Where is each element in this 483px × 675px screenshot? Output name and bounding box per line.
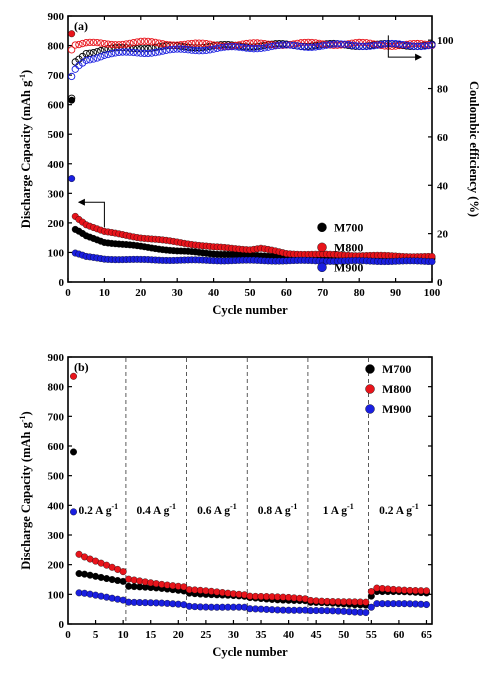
panel-1-point-M700-capacity [70,449,77,456]
panel-0-x-tick-label: 70 [317,287,329,299]
panel-0-y-tick-label: 100 [48,247,65,259]
panel-0-point-M900-efficiency [72,66,78,72]
panel-1-legend-label-M700: M700 [382,362,411,376]
panel-1-x-tick-label: 15 [145,629,157,641]
panel-0-y-tick-label: 300 [48,188,65,200]
panel-1-x-tick-label: 35 [256,629,268,641]
panel-0-series-M700-efficiency [68,40,435,101]
panel-0-y-tick-label: 800 [48,41,65,53]
panel-0-y-tick-label: 200 [48,218,65,230]
panel-1-x-tick-label: 5 [93,629,99,641]
panel-0-point-M900-efficiency [94,55,100,61]
panel-1-x-tick-label: 55 [366,629,378,641]
panel-1-rate-label: 0.6 A g-1 [197,502,237,517]
panel-1-x-tick-label: 25 [200,629,212,641]
panel-0-y-tick-label: 0 [59,277,65,289]
panel-0-x-tick-label: 10 [99,287,111,299]
panel-1-x-axis-title: Cycle number [212,645,288,659]
panel-0-y2-tick-label: 0 [437,277,443,289]
panel-1-rate-label: 0.2 A g-1 [379,502,419,517]
panel-0-point-M900-capacity [68,175,75,182]
panel-1-y-tick-label: 400 [48,500,65,512]
panel-0-y-axis-title: Discharge Capacity (mAh g-1) [18,70,33,228]
panel-0-legend-marker-M800 [318,243,327,252]
panel-1-x-tick-label: 60 [393,629,405,641]
panel-1-rate-label: 0.2 A g-1 [79,502,119,517]
panel-1-x-tick-label: 10 [118,629,130,641]
panel-0-panel-tag: (a) [74,19,88,33]
panel-1-point-M900-capacity [70,509,77,516]
panel-0-x-tick-label: 90 [390,287,402,299]
panel-1-y-tick-label: 0 [59,619,65,631]
panel-1-x-tick-label: 0 [65,629,71,641]
panel-1-y-tick-label: 200 [48,560,65,572]
panel-1-point-M800-capacity [120,568,127,575]
panel-0-point-M900-efficiency [68,73,74,79]
panel-0-y2-tick-label: 20 [437,229,449,241]
panel-0-x-tick-label: 80 [354,287,366,299]
panel-0-x-tick-label: 0 [65,287,71,299]
panel-0-x-tick-label: 60 [281,287,293,299]
panel-0-legend: M700 M800 M900 [318,220,364,274]
panel-0-legend-marker-M900 [318,263,327,272]
panel-0-y2-tick-label: 40 [437,180,449,192]
panel-0-y2-axis-title: Coulombic efficiency (%) [467,81,481,217]
panel-1-point-M900-capacity [423,601,430,608]
panel-0-y-tick-label: 900 [48,11,65,23]
panel-1-legend-marker-M700 [366,365,375,374]
panel-1-series-M700-capacity [70,449,430,609]
panel-0-point-M800-capacity [68,30,75,37]
panel-1-point-M800-capacity [70,373,77,380]
panel-1-rate-label: 0.8 A g-1 [258,502,298,517]
panel-0-x-tick-label: 20 [135,287,147,299]
panel-1-point-M800-capacity [363,599,370,606]
panel-1-y-axis-title: Discharge Capacity (mAh g-1) [18,411,33,569]
panel-1-x-tick-label: 65 [421,629,433,641]
panel-1-y-tick-label: 800 [48,382,65,394]
panel-0-point-M900-capacity [429,258,436,265]
panel-0-y-tick-label: 500 [48,129,65,141]
panel-1-y-tick-label: 700 [48,411,65,423]
panel-1-point-M900-capacity [363,609,370,616]
panel-1-legend-marker-M900 [366,405,375,414]
panel-0-y2-tick-label: 100 [437,35,454,47]
panel-1-legend-marker-M800 [366,385,375,394]
panel-1-rate-label: 1 A g-1 [323,502,354,517]
panel-0-y2-tick-label: 60 [437,132,449,144]
panel-1-legend-label-M900: M900 [382,402,411,416]
panel-1-y-tick-label: 100 [48,589,65,601]
panel-1-y-tick-label: 900 [48,352,65,364]
panel-1-x-tick-label: 45 [311,629,323,641]
panel-1-panel-tag: (b) [74,360,89,374]
panel-1-series-M800-capacity [70,373,430,606]
panel-1-y-tick-label: 600 [48,441,65,453]
panel-0-point-M900-efficiency [98,54,104,60]
panel-0-y-tick-label: 400 [48,159,65,171]
panel-1-rate-label: 0.4 A g-1 [136,502,176,517]
panel-0-x-tick-label: 40 [208,287,220,299]
panel-1-y-tick-label: 300 [48,530,65,542]
panel-0-legend-label-M700: M700 [334,220,363,234]
panel-0-series-M800-capacity [68,30,435,260]
panel-0-x-tick-label: 50 [245,287,257,299]
panel-0-y-tick-label: 600 [48,100,65,112]
panel-0-legend-label-M800: M800 [334,240,363,254]
panel-0-x-tick-label: 30 [172,287,184,299]
panel-0-legend-label-M900: M900 [334,260,363,274]
panel-0-legend-marker-M700 [318,223,327,232]
panel-1-legend-label-M800: M800 [382,382,411,396]
panel-0-y-tick-label: 700 [48,70,65,82]
panel-1-x-tick-label: 30 [228,629,240,641]
panel-0-y2-tick-label: 80 [437,84,449,96]
panel-1-point-M800-capacity [423,588,430,595]
panel-1-x-tick-label: 20 [173,629,185,641]
panel-1-y-tick-label: 500 [48,471,65,483]
panel-1-x-tick-label: 50 [338,629,350,641]
panel-1-legend: M700 M800 M900 [366,362,412,416]
panel-0-x-axis-title: Cycle number [212,303,288,317]
panel-1-x-tick-label: 40 [283,629,295,641]
